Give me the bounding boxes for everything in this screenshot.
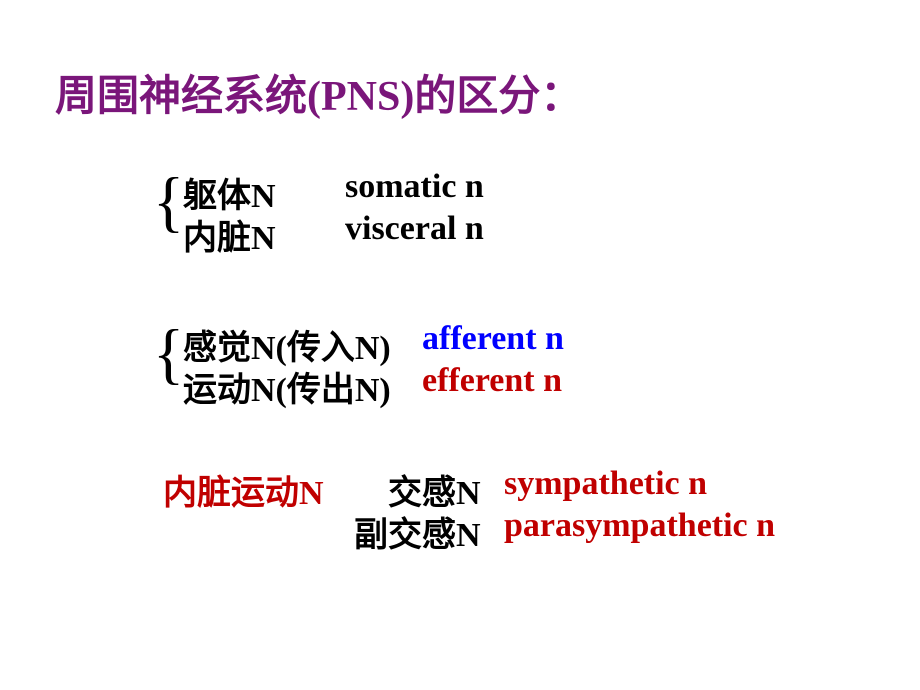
g1-l2-cn: 内脏N	[183, 210, 276, 259]
g2-l1-en: afferent n	[422, 320, 564, 358]
g3-l1-en: sympathetic n	[504, 465, 707, 503]
g1-l2-en: visceral n	[345, 210, 484, 248]
g3-l1-cn1: 内脏运动N	[163, 465, 324, 514]
g3-l2-en: parasympathetic n	[504, 507, 775, 545]
g2-l2-cn: 运动N(传出N)	[183, 362, 391, 411]
g3-l2-cn: 副交感N	[354, 507, 481, 556]
g1-l1-en: somatic n	[345, 168, 484, 206]
brace-1: {	[153, 168, 184, 236]
brace-2: {	[153, 320, 184, 388]
slide-title: 周围神经系统(PNS)的区分：	[55, 62, 582, 123]
g2-l2-en: efferent n	[422, 362, 562, 400]
